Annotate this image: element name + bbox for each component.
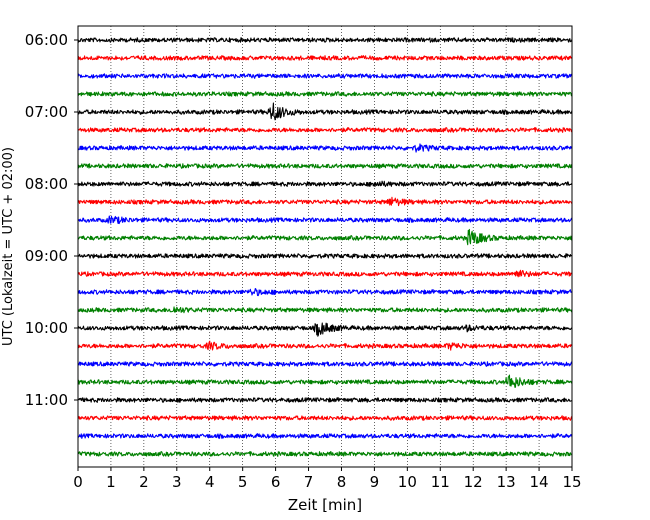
seismic-trace xyxy=(77,322,573,337)
seismic-trace xyxy=(77,73,573,79)
y-tick-label: 08:00 xyxy=(25,175,68,193)
seismic-trace xyxy=(77,127,573,133)
seismic-trace xyxy=(77,55,573,61)
x-tick-label: 4 xyxy=(205,473,215,491)
plot-frame xyxy=(77,25,573,468)
x-axis: 0 1 2 3 4 5 6 7 8 9 10 11 12 13 14 15 xyxy=(73,467,582,491)
seismic-trace xyxy=(77,306,573,314)
seismic-trace xyxy=(77,102,573,121)
x-tick-label: 15 xyxy=(562,473,581,491)
seismic-trace xyxy=(77,433,573,439)
y-tick-label: 07:00 xyxy=(25,103,68,121)
seismic-trace xyxy=(77,253,573,259)
x-tick-label: 1 xyxy=(106,473,116,491)
x-axis-title: Zeit [min] xyxy=(288,496,362,514)
x-tick-label: 6 xyxy=(271,473,281,491)
x-tick-label: 0 xyxy=(73,473,83,491)
seismic-trace xyxy=(77,415,573,421)
seismic-trace xyxy=(77,374,573,388)
seismic-trace xyxy=(77,340,573,351)
x-tick-label: 5 xyxy=(238,473,248,491)
x-tick-label: 14 xyxy=(530,473,549,491)
y-tick-label: 11:00 xyxy=(25,391,68,409)
y-axis-title: UTC (Lokalzeit = UTC + 02:00) xyxy=(1,147,16,346)
seismic-trace xyxy=(77,288,573,297)
seismic-trace xyxy=(77,361,573,367)
x-tick-label: 11 xyxy=(431,473,450,491)
x-tick-label: 2 xyxy=(139,473,149,491)
seismic-trace xyxy=(77,37,573,43)
seismic-trace xyxy=(77,269,573,278)
seismic-trace xyxy=(77,397,573,403)
seismic-traces xyxy=(77,37,573,457)
seismic-trace xyxy=(77,143,573,153)
seismic-trace xyxy=(77,196,573,207)
seismic-trace xyxy=(77,228,573,246)
y-tick-label: 06:00 xyxy=(25,31,68,49)
x-tick-label: 8 xyxy=(337,473,347,491)
x-tick-label: 12 xyxy=(464,473,483,491)
y-axis: 06:00 07:00 08:00 09:00 10:00 11:00 xyxy=(25,31,78,409)
seismic-trace xyxy=(77,91,573,97)
seismic-trace xyxy=(77,180,573,188)
seismic-trace xyxy=(77,163,573,169)
seismic-trace xyxy=(77,451,573,457)
x-tick-label: 7 xyxy=(304,473,314,491)
x-tick-label: 10 xyxy=(398,473,417,491)
x-tick-label: 3 xyxy=(172,473,182,491)
y-tick-label: 09:00 xyxy=(25,247,68,265)
x-tick-label: 9 xyxy=(370,473,380,491)
seismic-trace xyxy=(77,215,573,225)
x-tick-label: 13 xyxy=(497,473,516,491)
y-tick-label: 10:00 xyxy=(25,319,68,337)
